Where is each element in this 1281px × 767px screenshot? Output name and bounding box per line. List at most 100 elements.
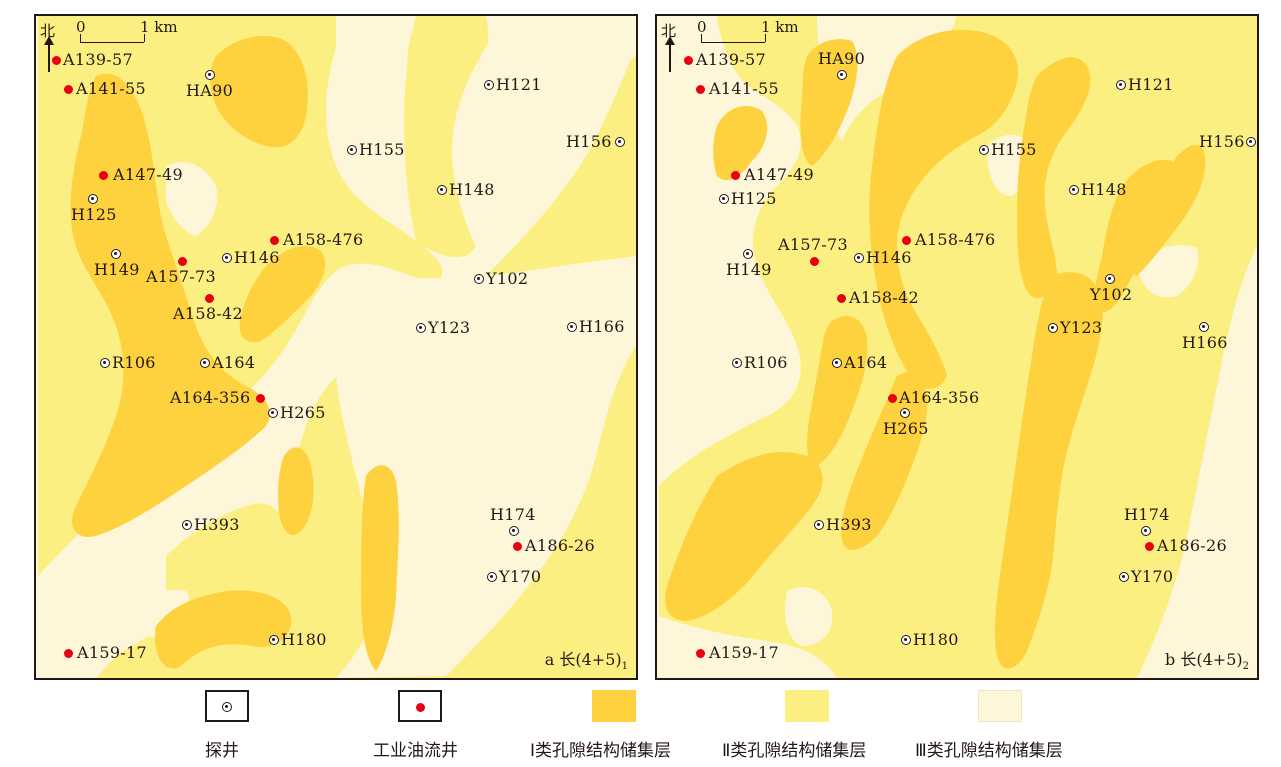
panel-label-sub: 1 [621, 661, 628, 672]
class2-zone [659, 16, 1257, 678]
class3-zone [479, 16, 636, 176]
well-label: H155 [359, 140, 405, 159]
panel-label: a 长(4+5)1 [545, 646, 628, 672]
class3-zone [166, 162, 218, 236]
well-label: H174 [490, 505, 536, 524]
well-label: H155 [991, 140, 1037, 159]
class3-zone [38, 536, 111, 656]
exploration-well-icon [205, 70, 215, 80]
well-label: A186-26 [525, 536, 595, 555]
well-label: H393 [194, 515, 240, 534]
exploration-well-icon [1105, 274, 1115, 284]
oil-well-icon [695, 648, 705, 658]
exploration-well-icon [615, 137, 625, 147]
exploration-well-icon [854, 253, 864, 263]
well-label: H121 [1128, 75, 1174, 94]
exploration-well-icon [567, 322, 577, 332]
well-label: A147-49 [744, 165, 814, 184]
well-label: H148 [449, 180, 495, 199]
legend: 探井 工业油流井 Ⅰ类孔隙结构储集层 Ⅱ类孔隙结构储集层 Ⅲ类孔隙结构储集层 [0, 690, 1281, 767]
panel-label-sub: 2 [1242, 661, 1249, 672]
oil-well-icon [901, 235, 911, 245]
exploration-well-icon [437, 185, 447, 195]
well-label: H121 [496, 75, 542, 94]
well-label: A158-476 [283, 230, 364, 249]
well-label: Y123 [1060, 318, 1103, 337]
well-label: Y123 [428, 318, 471, 337]
exploration-well-icon [416, 323, 426, 333]
class1-zone [665, 452, 823, 621]
exploration-well-icon [1119, 572, 1129, 582]
exploration-well-icon [814, 520, 824, 530]
exploration-well-icon [268, 408, 278, 418]
reservoir-zones-a [38, 16, 636, 678]
legend-swatch [398, 690, 442, 722]
oil-well-icon [887, 393, 897, 403]
well-label: H180 [281, 630, 327, 649]
oil-well-icon [269, 235, 279, 245]
class1-zone [713, 106, 768, 181]
well-label: A147-49 [113, 165, 183, 184]
scale-zero-label: 0 [697, 18, 707, 36]
oil-well-icon [415, 702, 425, 712]
map-panel-b: 北 0 1 km A139-57 HA90 A141-55 H121 H156 … [655, 14, 1259, 680]
exploration-well-icon [1048, 323, 1058, 333]
well-label: R106 [744, 353, 788, 372]
well-label: Y170 [499, 567, 542, 586]
north-arrow-icon [665, 36, 675, 72]
class1-zone [70, 73, 270, 537]
class1-zone [210, 36, 308, 148]
well-label: A164 [212, 353, 256, 372]
exploration-well-icon [111, 249, 121, 259]
scale-tick [144, 34, 145, 42]
well-label: A141-55 [709, 79, 779, 98]
legend-label: Ⅰ类孔隙结构储集层 [530, 741, 672, 761]
oil-well-icon [63, 648, 73, 658]
oil-well-icon [809, 256, 819, 266]
class2-zone [404, 16, 506, 258]
oil-well-icon [51, 55, 61, 65]
legend-label: Ⅲ类孔隙结构储集层 [915, 741, 1063, 761]
panel-label-text: a 长(4+5) [544, 649, 622, 669]
well-label: H146 [234, 248, 280, 267]
well-label: H174 [1124, 505, 1170, 524]
oil-well-icon [177, 256, 187, 266]
class3-zone [785, 587, 833, 646]
well-label: A164-356 [899, 388, 980, 407]
exploration-well-icon [484, 80, 494, 90]
well-label: H265 [280, 403, 326, 422]
scale-tick [80, 34, 81, 42]
panel-label-text: b 长(4+5) [1165, 649, 1243, 669]
class1-zone [869, 29, 1018, 389]
scale-one-label: 1 km [140, 18, 178, 36]
well-label: A157-73 [146, 267, 216, 286]
exploration-well-icon [900, 408, 910, 418]
exploration-well-icon [719, 194, 729, 204]
well-label: Y102 [1090, 285, 1133, 304]
oil-well-icon [1144, 541, 1154, 551]
scale-zero-label: 0 [76, 18, 86, 36]
well-label: A141-55 [76, 79, 146, 98]
well-label: A139-57 [696, 50, 766, 69]
well-label: R106 [112, 353, 156, 372]
exploration-well-icon [474, 274, 484, 284]
class1-zone [807, 316, 868, 466]
class3-zone [336, 16, 416, 186]
exploration-well-icon [901, 635, 911, 645]
well-label: HA90 [818, 49, 866, 68]
class1-zone [1017, 57, 1091, 299]
exploration-well-icon [222, 702, 232, 712]
legend-swatch [205, 690, 249, 722]
legend-swatch [785, 690, 829, 722]
well-label: A164 [844, 353, 888, 372]
scale-bar: 0 1 km [697, 18, 799, 46]
class1-zone [994, 272, 1103, 669]
well-label: A158-42 [173, 304, 243, 323]
oil-well-icon [204, 293, 214, 303]
oil-well-icon [63, 84, 73, 94]
exploration-well-icon [1116, 80, 1126, 90]
legend-swatch [592, 690, 636, 722]
exploration-well-icon [509, 526, 519, 536]
class3-zone [659, 616, 837, 678]
map-panel-a: 北 0 1 km A139-57 A141-55 HA90 H121 H155 … [34, 14, 638, 680]
